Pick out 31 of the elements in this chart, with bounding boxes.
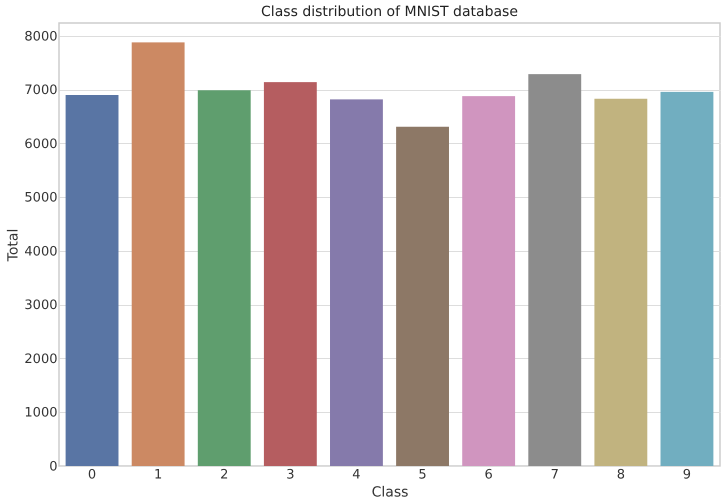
y-tick-label: 5000 (24, 190, 58, 206)
y-tick-label: 2000 (24, 352, 58, 367)
bar (330, 99, 383, 466)
y-tick-label: 7000 (24, 83, 58, 98)
y-tick-label: 4000 (24, 244, 58, 260)
x-tick-label: 6 (484, 468, 493, 482)
x-tick-label: 4 (352, 468, 361, 482)
bar (528, 74, 582, 466)
bar (462, 96, 516, 466)
y-tick-label: 1000 (24, 406, 58, 421)
bar (396, 126, 449, 466)
y-tick-label: 3000 (24, 298, 58, 314)
chart-title: Class distribution of MNIST database (261, 4, 518, 20)
bar (198, 90, 251, 466)
x-tick-label: 9 (682, 468, 692, 482)
x-tick-label: 5 (418, 468, 427, 482)
bar (66, 95, 118, 466)
x-tick-label: 7 (550, 468, 559, 482)
bar (132, 42, 185, 466)
y-tick-label: 8000 (24, 29, 58, 44)
bar (660, 92, 714, 466)
y-axis-title: Total (5, 228, 22, 262)
y-tick-label: 6000 (24, 136, 58, 152)
x-tick-label: 3 (286, 468, 294, 482)
bar (264, 82, 317, 466)
x-tick-label: 2 (220, 468, 228, 482)
x-tick-label: 0 (88, 468, 96, 482)
x-tick-label: 8 (616, 468, 625, 482)
x-axis-title: Class (372, 484, 408, 500)
x-tick-label: 1 (154, 468, 162, 482)
bar (594, 98, 648, 466)
